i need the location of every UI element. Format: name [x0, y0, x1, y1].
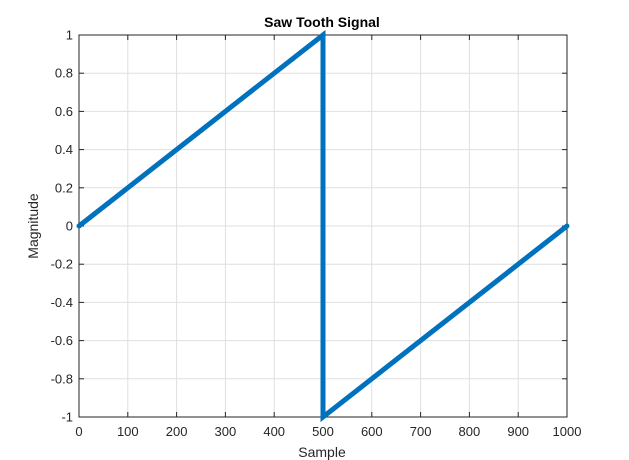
x-tick-label: 800 [459, 424, 481, 439]
y-tick-label: 0.6 [55, 104, 73, 119]
x-tick-label: 100 [117, 424, 139, 439]
x-tick-label: 300 [215, 424, 237, 439]
tick-labels: 0 100 200 300 400 500 600 700 800 900 1000 -1 -0.8 -0… [51, 28, 582, 440]
y-tick-label: 0.4 [55, 142, 73, 157]
chart-title: Saw Tooth Signal [264, 14, 380, 30]
x-tick-label: 500 [312, 424, 334, 439]
x-tick-label: 0 [75, 424, 82, 439]
x-tick-label: 700 [410, 424, 432, 439]
series-layer [76, 29, 570, 423]
y-tick-label: -0.4 [51, 295, 73, 310]
y-tick-label: -1 [61, 410, 73, 425]
y-tick-label: 0 [66, 219, 73, 234]
x-tick-label: 200 [166, 424, 188, 439]
x-axis-label: Sample [298, 444, 346, 460]
x-tick-label: 400 [263, 424, 285, 439]
y-tick-label: 1 [66, 28, 73, 43]
y-tick-label: -0.8 [51, 371, 73, 386]
y-tick-label: -0.6 [51, 333, 73, 348]
y-tick-label: 0.8 [55, 66, 73, 81]
x-tick-label: 1000 [553, 424, 582, 439]
y-tick-label: 0.2 [55, 180, 73, 195]
x-tick-label: 900 [507, 424, 529, 439]
y-tick-label: -0.2 [51, 257, 73, 272]
y-axis-label: Magnitude [25, 193, 41, 259]
sawtooth-series-line [76, 29, 570, 423]
x-tick-label: 600 [361, 424, 383, 439]
